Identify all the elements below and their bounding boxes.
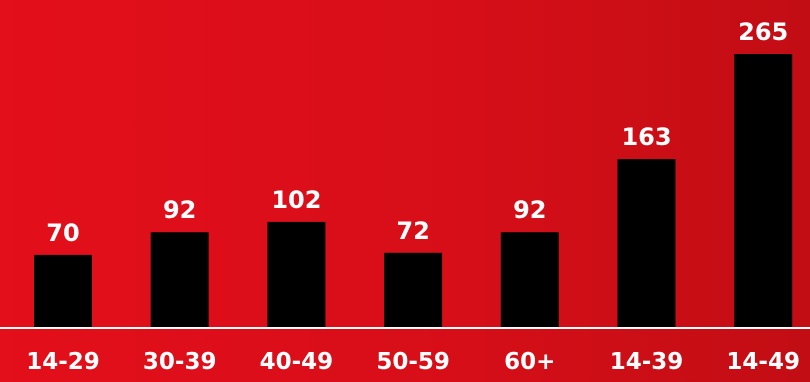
bar-14-29	[34, 254, 92, 327]
bar-14-39	[617, 159, 676, 327]
value-label-40-49: 102	[271, 186, 321, 214]
value-labels-group: 70 92 102 72 92 163 265	[46, 18, 788, 247]
x-tick-label-60+: 60+	[504, 349, 555, 375]
x-tick-label-30-39: 30-39	[143, 349, 217, 375]
bar-30-39	[150, 232, 209, 327]
bar-14-49	[734, 54, 793, 327]
x-tick-label-14-49: 14-49	[726, 349, 800, 375]
x-tick-label-14-39: 14-39	[610, 349, 684, 375]
value-label-14-49: 265	[738, 18, 788, 46]
x-tick-label-40-49: 40-49	[260, 349, 334, 375]
x-tick-label-14-29: 14-29	[26, 349, 100, 375]
bar-40-49	[267, 221, 326, 327]
value-label-14-39: 163	[621, 123, 671, 151]
bars-group	[34, 54, 793, 327]
value-label-14-29: 70	[46, 219, 79, 247]
bar-50-59	[384, 252, 443, 327]
x-tick-label-50-59: 50-59	[376, 349, 450, 375]
value-label-30-39: 92	[163, 196, 196, 224]
x-tick-labels-group: 14-29 30-39 40-49 50-59 60+ 14-39 14-49	[26, 349, 800, 375]
bar-60+	[500, 232, 559, 327]
value-label-60+: 92	[513, 196, 546, 224]
value-label-50-59: 72	[396, 217, 429, 245]
